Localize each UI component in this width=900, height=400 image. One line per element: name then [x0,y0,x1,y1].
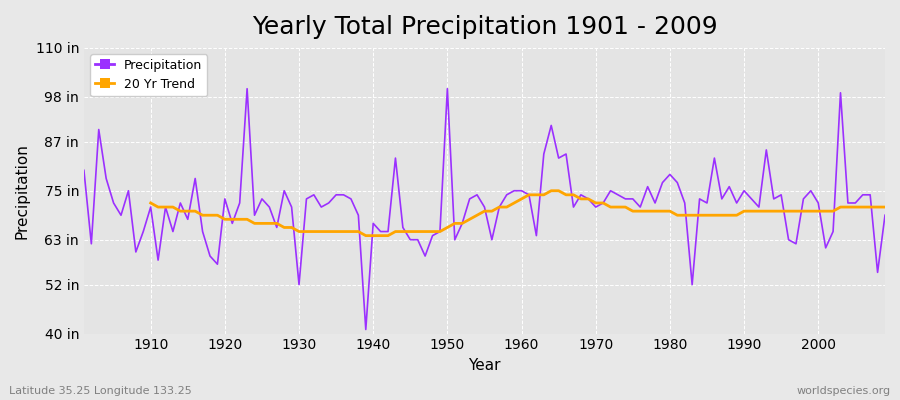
Title: Yearly Total Precipitation 1901 - 2009: Yearly Total Precipitation 1901 - 2009 [252,15,717,39]
Text: worldspecies.org: worldspecies.org [796,386,891,396]
Legend: Precipitation, 20 Yr Trend: Precipitation, 20 Yr Trend [90,54,207,96]
X-axis label: Year: Year [468,358,500,373]
Text: Latitude 35.25 Longitude 133.25: Latitude 35.25 Longitude 133.25 [9,386,192,396]
Y-axis label: Precipitation: Precipitation [15,143,30,239]
